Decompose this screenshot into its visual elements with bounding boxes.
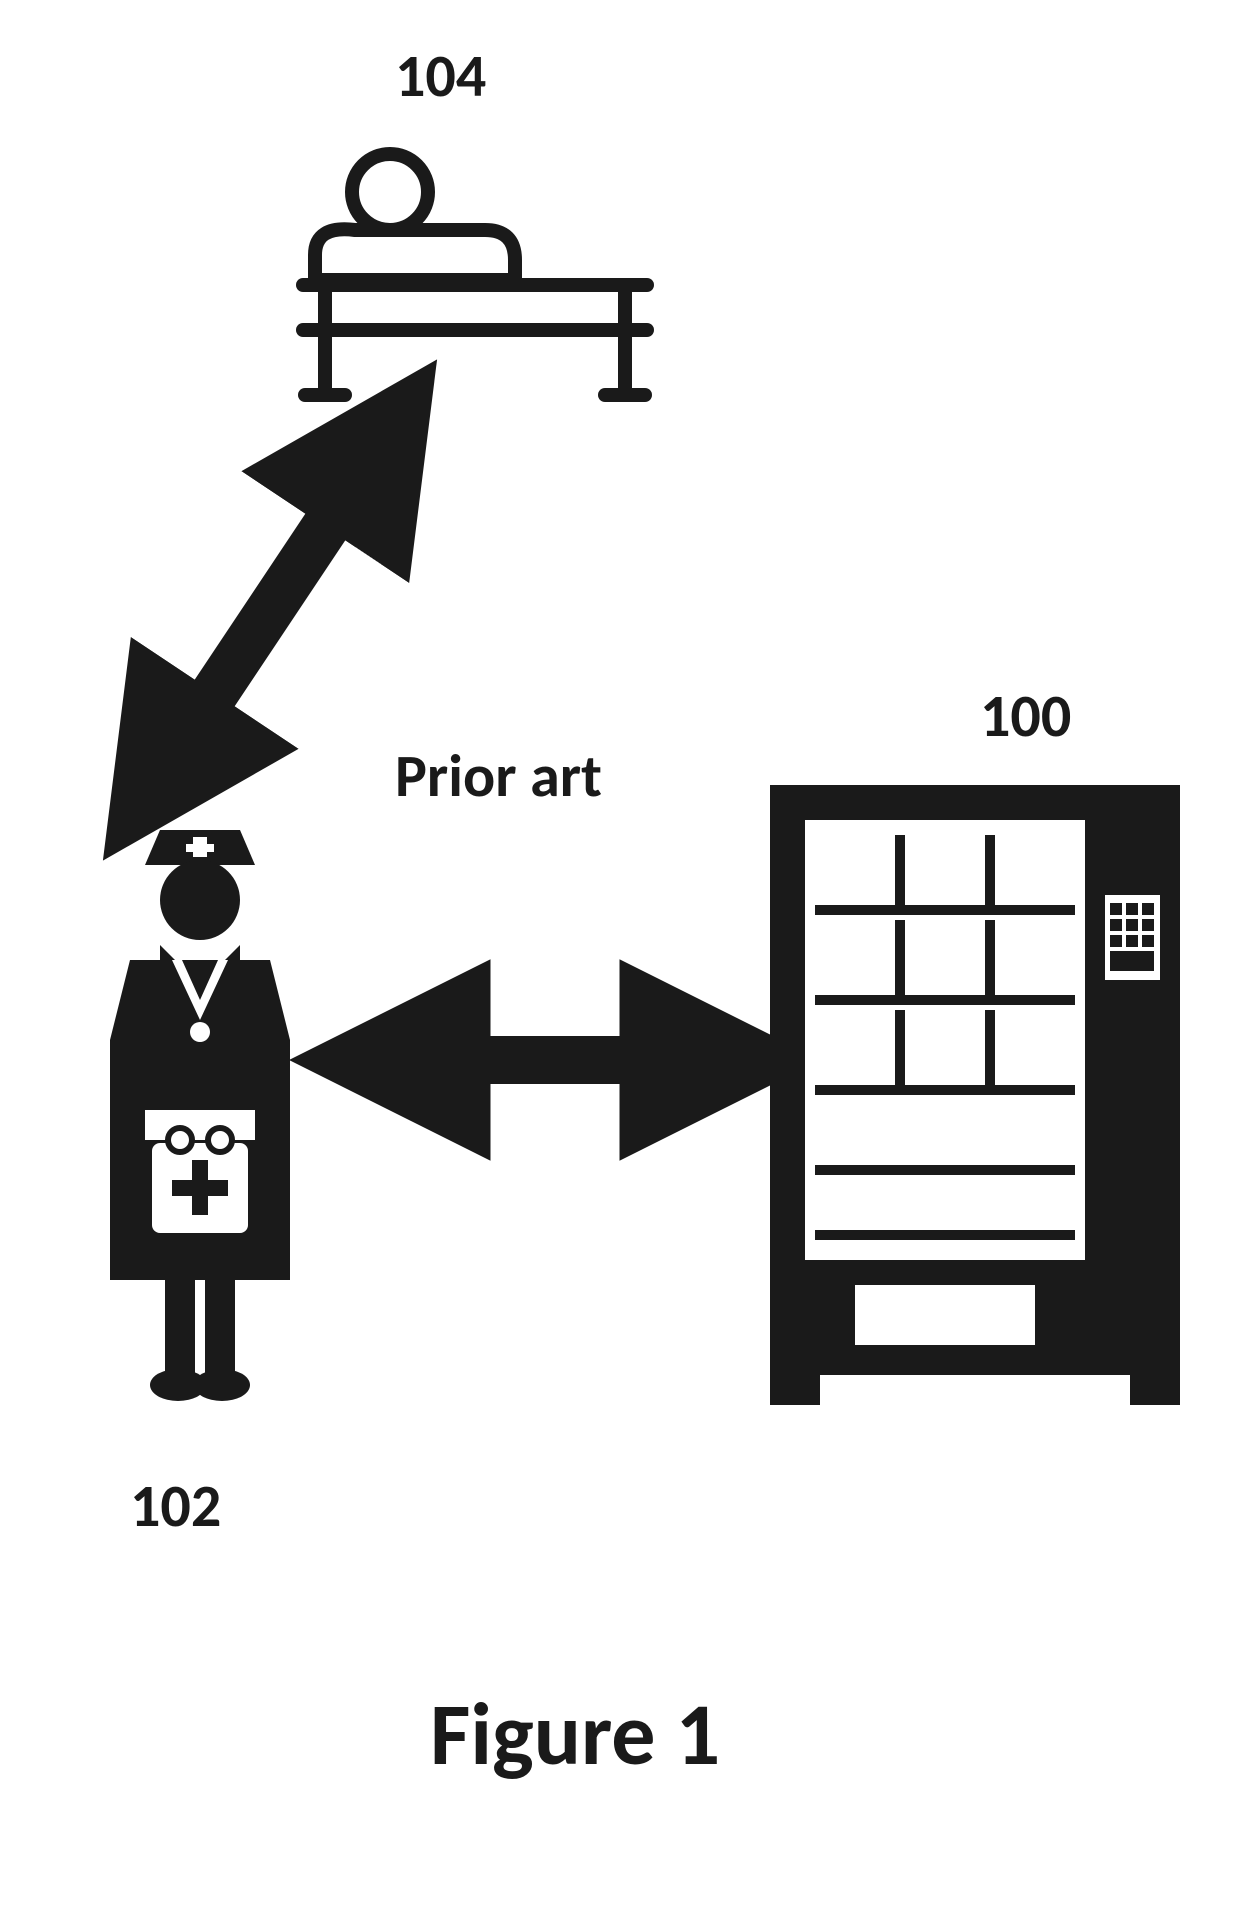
figure-caption: Figure 1 <box>430 1680 720 1788</box>
nurse-icon <box>50 810 350 1450</box>
prior-art-label: Prior art <box>395 740 602 813</box>
label-100: 100 <box>980 680 1071 753</box>
label-104: 104 <box>395 40 486 113</box>
diagram-canvas: 104 Prior art 1 <box>0 0 1240 1906</box>
label-102: 102 <box>130 1470 221 1543</box>
dispensing-machine-icon <box>760 775 1190 1415</box>
arrow-nurse-patient <box>120 420 420 800</box>
patient-bed-icon <box>285 130 665 430</box>
arrow-nurse-machine <box>370 1000 740 1120</box>
